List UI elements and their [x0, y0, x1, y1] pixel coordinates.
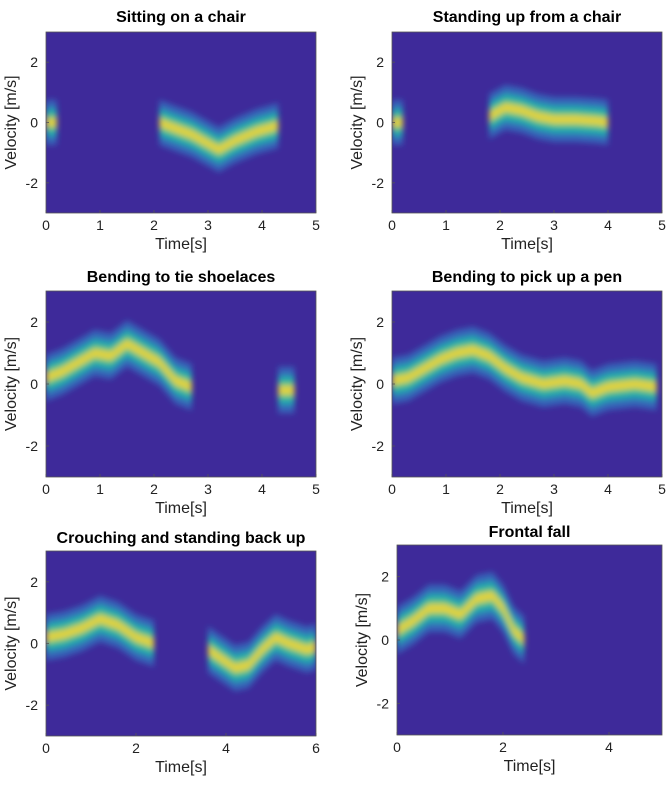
x-tick-label: 2	[150, 481, 158, 497]
y-tick-label: -2	[372, 175, 385, 191]
y-axis-label: Velocity [m/s]	[349, 75, 366, 169]
x-tick-label: 0	[42, 217, 50, 233]
chart-panel-3: 0 1 2 3 4 5 2 0 -2 Bending to tie shoelaces Time[s…	[3, 269, 320, 517]
spectrogram-band	[46, 99, 279, 173]
spectrogram-layer-3	[159, 113, 279, 159]
x-tick-label: 2	[496, 481, 504, 497]
spectrogram-layer-4	[159, 118, 279, 155]
y-tick-label: -2	[26, 697, 39, 713]
x-tick-label: 0	[42, 481, 50, 497]
spectrogram-layer-4	[392, 118, 403, 127]
plot-background	[397, 545, 662, 735]
x-axis-label: Time[s]	[501, 500, 553, 517]
spectrogram-band	[46, 595, 316, 692]
y-tick-label: 2	[376, 314, 384, 330]
y-axis-label: Velocity [m/s]	[3, 75, 20, 169]
y-axis-label: Velocity [m/s]	[3, 337, 20, 431]
y-tick-label: 2	[376, 54, 384, 70]
x-tick-label: 5	[312, 481, 320, 497]
x-tick-label: 2	[150, 217, 158, 233]
x-tick-label: 5	[658, 217, 666, 233]
chart-title: Bending to tie shoelaces	[87, 269, 276, 286]
spectrogram-band	[46, 320, 295, 414]
x-axis-label: Time[s]	[155, 500, 207, 517]
chart-title: Bending to pick up a pen	[432, 269, 622, 286]
y-tick-label: -2	[26, 438, 39, 454]
x-tick-label: 4	[222, 740, 230, 756]
chart-panel-5: 0 2 4 6 2 0 -2 Crouching and standing back up Ti…	[3, 530, 320, 776]
x-tick-label: 3	[204, 217, 212, 233]
y-tick-label: 0	[30, 636, 38, 652]
spectrogram-band	[397, 571, 525, 664]
spectrogram-band	[392, 326, 657, 417]
x-tick-label: 0	[42, 740, 50, 756]
y-axis-label: Velocity [m/s]	[349, 337, 366, 431]
y-tick-label: 2	[30, 314, 38, 330]
x-tick-label: 5	[312, 217, 320, 233]
x-tick-label: 0	[393, 739, 401, 755]
y-tick-label: 2	[381, 569, 389, 585]
x-tick-label: 1	[442, 481, 450, 497]
y-tick-label: 0	[30, 115, 38, 131]
x-axis-label: Time[s]	[504, 758, 556, 775]
x-tick-label: 3	[204, 481, 212, 497]
spectrogram-layer-4	[46, 614, 154, 649]
chart-panel-4: 0 1 2 3 4 5 2 0 -2 Bending to pick up a pen Time[s…	[349, 269, 666, 517]
y-tick-label: 0	[381, 632, 389, 648]
spectrogram-layer-2	[159, 107, 279, 165]
y-tick-label: -2	[372, 438, 385, 454]
spectrogram-layer-4	[397, 590, 525, 645]
spectrogram-layer-4	[278, 385, 295, 395]
y-tick-label: 0	[376, 376, 384, 392]
x-axis-label: Time[s]	[155, 759, 207, 776]
x-tick-label: 4	[604, 481, 612, 497]
x-tick-label: 1	[96, 217, 104, 233]
spectrogram-layer-4	[46, 118, 57, 127]
x-tick-label: 0	[388, 217, 396, 233]
x-tick-label: 2	[496, 217, 504, 233]
spectrogram-layer-2	[46, 328, 192, 403]
x-tick-label: 5	[658, 481, 666, 497]
y-tick-label: -2	[377, 695, 390, 711]
x-tick-label: 4	[604, 217, 612, 233]
chart-panel-2: 0 1 2 3 4 5 2 0 -2 Standing up from a chair Time[s…	[349, 9, 666, 253]
spectrogram-layer-4	[46, 339, 192, 392]
chart-title: Sitting on a chair	[116, 9, 246, 26]
y-tick-label: 2	[30, 54, 38, 70]
spectrogram-layer-4	[208, 632, 316, 673]
x-tick-label: 2	[132, 740, 140, 756]
x-tick-label: 1	[442, 217, 450, 233]
y-tick-label: -2	[26, 175, 39, 191]
spectrogram-layer-4	[489, 102, 608, 127]
chart-panel-6: 0 2 4 2 0 -2 Frontal fall Time[s] Velocity [m/s]	[354, 524, 663, 775]
x-tick-label: 0	[388, 481, 396, 497]
spectrogram-band	[392, 84, 608, 146]
x-axis-label: Time[s]	[501, 236, 553, 253]
y-tick-label: 2	[30, 574, 38, 590]
x-tick-label: 1	[96, 481, 104, 497]
x-axis-label: Time[s]	[155, 236, 207, 253]
spectrogram-layer-2	[46, 603, 154, 659]
y-axis-label: Velocity [m/s]	[354, 593, 371, 687]
x-tick-label: 6	[312, 740, 320, 756]
x-tick-label: 3	[550, 481, 558, 497]
x-tick-label: 3	[550, 217, 558, 233]
x-tick-label: 4	[605, 739, 613, 755]
y-tick-label: 0	[376, 115, 384, 131]
y-tick-label: 0	[30, 376, 38, 392]
x-tick-label: 2	[499, 739, 507, 755]
x-tick-label: 4	[258, 481, 266, 497]
x-tick-label: 4	[258, 217, 266, 233]
chart-title: Crouching and standing back up	[57, 530, 306, 547]
chart-title: Standing up from a chair	[433, 9, 621, 26]
y-axis-label: Velocity [m/s]	[3, 596, 20, 690]
chart-title: Frontal fall	[489, 524, 571, 541]
chart-panel-1: 0 1 2 3 4 5 2 0 -2 Sitting on a chair Time[s] Veloc…	[3, 9, 320, 253]
